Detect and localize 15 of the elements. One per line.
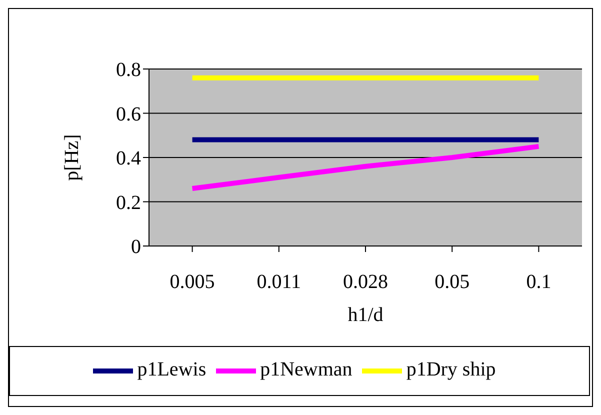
x-tick-label: 0.011 [256,271,302,294]
y-axis-title: p[Hz] [61,134,84,181]
legend-label: p1Lewis [137,358,206,381]
x-tick-label: 0.005 [170,271,215,294]
x-tick-label: 0.028 [343,271,388,294]
y-tick-label: 0.8 [116,59,141,82]
y-tick-label: 0.4 [116,148,141,170]
legend-label: p1Newman [260,358,352,381]
y-tick-label: 0 [131,236,141,258]
x-tick-label: 0.05 [434,271,470,294]
legend-label: p1Dry ship [406,358,496,381]
x-axis-title: h1/d [348,304,384,326]
x-tick-label: 0.1 [526,271,552,294]
y-tick-label: 0.2 [116,192,141,214]
y-tick-label: 0.6 [116,103,141,126]
